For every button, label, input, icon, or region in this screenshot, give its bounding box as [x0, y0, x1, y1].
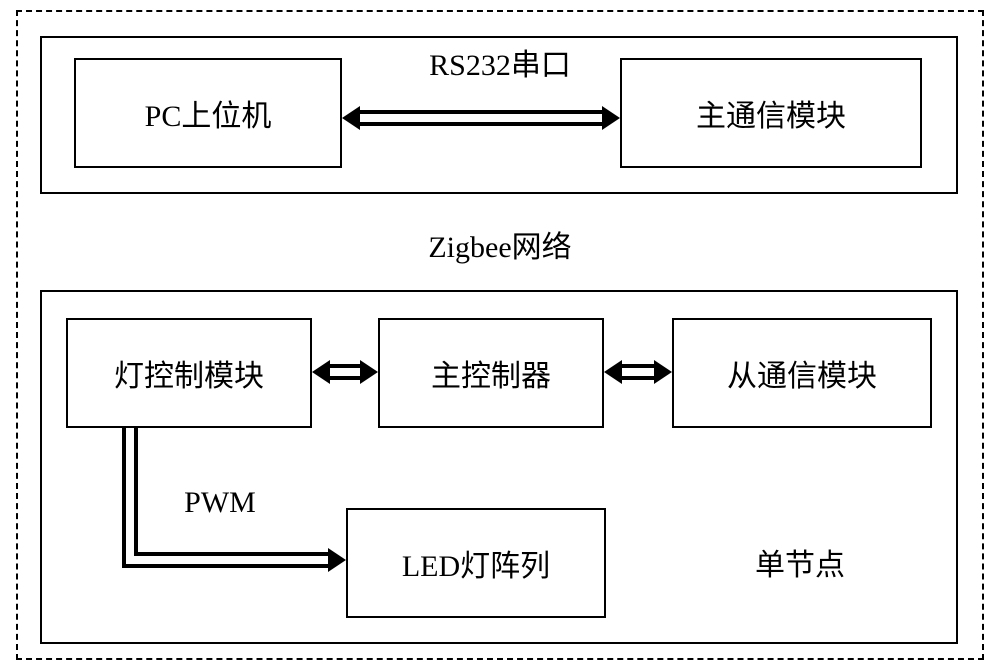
node-light-control: 灯控制模块: [66, 318, 312, 428]
node-label: 主控制器: [431, 351, 551, 395]
label-single-node: 单节点: [720, 540, 880, 584]
node-label: PC上位机: [145, 91, 272, 135]
node-label: 从通信模块: [727, 351, 877, 395]
node-label: LED灯阵列: [402, 541, 550, 585]
node-main-controller: 主控制器: [378, 318, 604, 428]
label-rs232: RS232串口: [400, 40, 600, 84]
node-label: 主通信模块: [696, 91, 846, 135]
diagram-canvas: PC上位机 主通信模块 灯控制模块 主控制器 从通信模块 LED灯阵列 RS23…: [0, 0, 1000, 671]
node-led-array: LED灯阵列: [346, 508, 606, 618]
node-pc-host: PC上位机: [74, 58, 342, 168]
node-slave-comm: 从通信模块: [672, 318, 932, 428]
node-main-comm: 主通信模块: [620, 58, 922, 168]
label-zigbee: Zigbee网络: [400, 222, 600, 266]
node-label: 灯控制模块: [114, 351, 264, 395]
label-pwm: PWM: [170, 486, 270, 520]
